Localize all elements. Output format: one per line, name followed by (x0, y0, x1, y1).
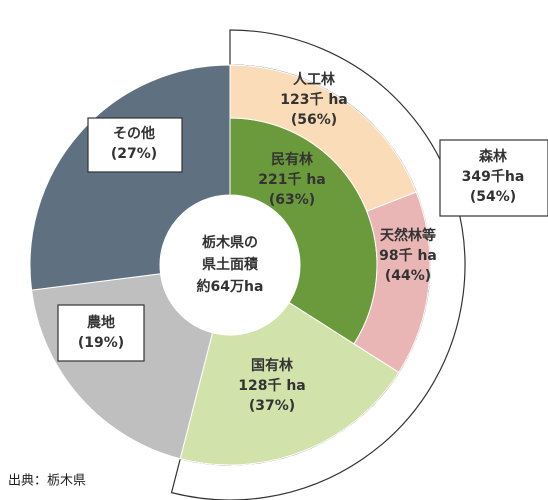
source: 出典：栃木県 (8, 474, 86, 489)
segment-label: その他 (113, 125, 155, 142)
segment-label: 123千 ha (280, 91, 348, 108)
segment-label: (63%) (269, 192, 315, 208)
segment-label: 農地 (87, 314, 115, 331)
segment-label: (56%) (291, 112, 337, 128)
segment-label: 98千 ha (379, 247, 437, 264)
chart: 出典：栃木県 栃木県の県土面積約64万ha 森林 349千ha (54%) 農地 (19%… (0, 0, 548, 500)
segment-label: 221千 ha (258, 171, 326, 188)
segment-label: (19%) (78, 335, 124, 351)
segment-label: 349千ha (462, 168, 525, 185)
page: {"chart_data": {"type": "nested-donut", … (0, 0, 548, 500)
center-label: 栃木県の (202, 234, 258, 251)
segment-label: 天然林等 (380, 227, 436, 244)
center-label: 約64万ha (197, 278, 264, 295)
label-box (58, 305, 144, 361)
segment-label: 国有林 (251, 357, 293, 374)
segment-label: (44%) (385, 268, 431, 284)
segment-label: (37%) (249, 398, 295, 414)
segment-label: 民有林 (271, 151, 313, 168)
segment-label: 森林 (479, 148, 507, 165)
segment-label: 128千 ha (238, 377, 306, 394)
segment-label: 人工林 (293, 71, 335, 88)
segment-label: (54%) (470, 189, 516, 205)
center-label: 県土面積 (202, 256, 259, 273)
segment-label: (27%) (111, 146, 157, 162)
